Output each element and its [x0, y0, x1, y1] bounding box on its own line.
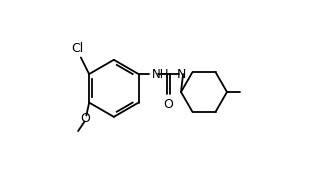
- Text: NH: NH: [152, 68, 170, 81]
- Text: O: O: [163, 98, 173, 111]
- Text: O: O: [81, 112, 90, 125]
- Text: N: N: [177, 68, 186, 81]
- Text: Cl: Cl: [71, 42, 83, 55]
